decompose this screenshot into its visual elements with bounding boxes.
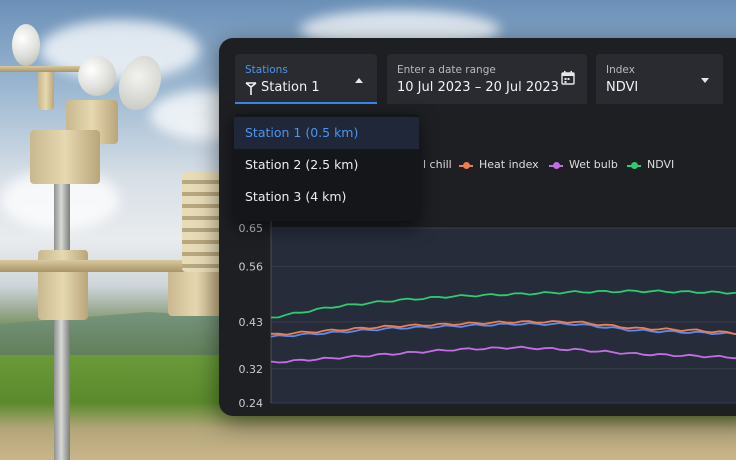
chevron-down-icon	[701, 78, 709, 83]
menu-item-station-1[interactable]: Station 1 (0.5 km)	[234, 117, 419, 149]
date-range-label: Enter a date range	[397, 64, 496, 76]
stations-select[interactable]: Stations Station 1	[235, 54, 377, 104]
antenna-icon	[245, 82, 257, 95]
series-line-ndvi	[270, 289, 736, 319]
calendar-icon[interactable]	[561, 71, 575, 85]
caret-up-icon	[355, 78, 363, 83]
legend-label: Heat index	[479, 158, 539, 171]
date-range-input[interactable]: Enter a date range 10 Jul 2023 – 20 Jul …	[387, 54, 587, 104]
menu-item-station-2[interactable]: Station 2 (2.5 km)	[245, 157, 359, 172]
legend-swatch	[549, 162, 563, 169]
stations-label: Stations	[245, 64, 288, 76]
line-chart: 0.650.560.430.320.2410 Jul11 Jul12 Jul13…	[219, 178, 736, 416]
series-line-heat-index	[270, 320, 736, 336]
stations-value: Station 1	[261, 80, 320, 95]
menu-item-station-3[interactable]: Station 3 (4 km)	[245, 189, 347, 204]
legend-label: l chill	[423, 158, 452, 171]
series-line-wet-bulb	[270, 345, 736, 364]
y-tick-label: 0.32	[239, 363, 264, 376]
weather-app-panel: Stations Station 1 Enter a date range 10…	[219, 38, 736, 416]
plot-area	[271, 228, 736, 403]
legend-swatch	[627, 162, 641, 169]
stations-menu: Station 1 (0.5 km) Station 2 (2.5 km) St…	[234, 114, 419, 221]
legend-label: Wet bulb	[569, 158, 618, 171]
index-value: NDVI	[606, 80, 639, 95]
series-line-l-chill	[270, 322, 736, 338]
y-tick-label: 0.24	[239, 397, 264, 410]
y-tick-label: 0.56	[239, 260, 264, 273]
legend-label: NDVI	[647, 158, 675, 171]
y-tick-label: 0.65	[239, 222, 264, 235]
chart-svg: 0.650.560.430.320.2410 Jul11 Jul12 Jul13…	[239, 208, 736, 410]
index-label: Index	[606, 64, 635, 76]
y-tick-label: 0.43	[239, 316, 264, 329]
date-range-value: 10 Jul 2023 – 20 Jul 2023	[397, 80, 559, 95]
legend-swatch	[459, 162, 473, 169]
index-select[interactable]: Index NDVI	[596, 54, 723, 104]
